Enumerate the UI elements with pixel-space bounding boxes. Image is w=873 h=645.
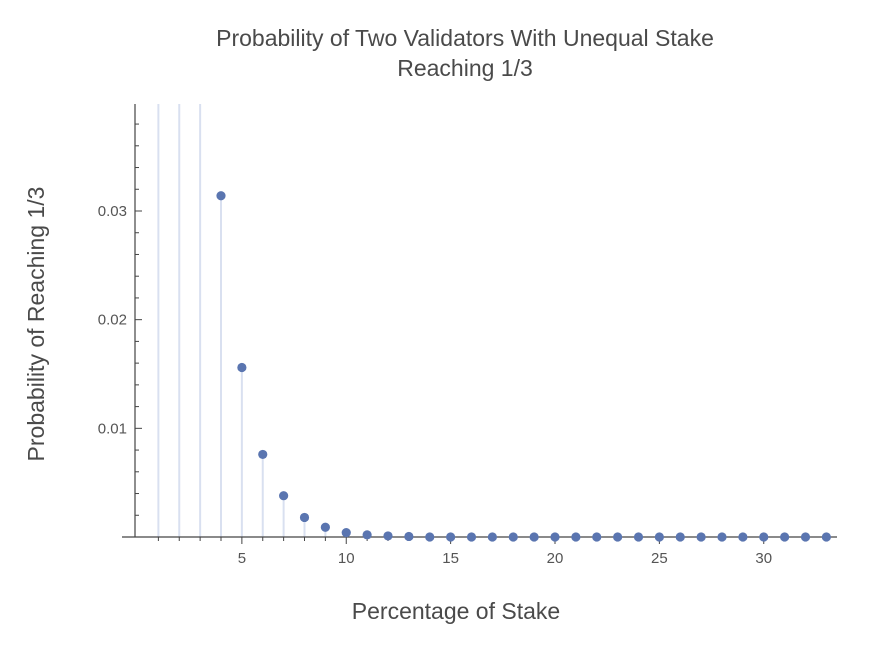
- chart-title-line-1: Probability of Two Validators With Unequ…: [216, 25, 714, 51]
- data-point: [279, 491, 289, 501]
- data-point: [696, 532, 706, 542]
- x-tick-label: 5: [238, 550, 246, 567]
- data-point: [487, 532, 497, 542]
- data-point: [592, 532, 602, 542]
- stem-lines: [157, 104, 389, 537]
- data-point: [571, 532, 581, 542]
- data-point: [216, 191, 226, 201]
- data-point: [780, 532, 790, 542]
- y-tick-label: 0.01: [98, 420, 127, 437]
- data-point: [550, 532, 560, 542]
- y-tick-label: 0.02: [98, 312, 127, 329]
- x-tick-label: 30: [755, 550, 772, 567]
- data-point: [446, 532, 456, 542]
- data-point: [341, 528, 351, 538]
- x-tick-label: 20: [547, 550, 564, 567]
- x-axis-label: Percentage of Stake: [352, 598, 560, 624]
- data-point: [633, 532, 644, 542]
- data-point: [404, 531, 414, 542]
- data-point: [425, 532, 435, 542]
- chart-title-line-2: Reaching 1/3: [397, 55, 533, 81]
- data-point: [654, 532, 664, 542]
- y-axis-label: Probability of Reaching 1/3: [23, 187, 49, 462]
- data-point: [258, 449, 268, 460]
- x-tick-label: 10: [338, 550, 355, 567]
- data-point: [466, 532, 477, 542]
- data-point: [613, 532, 623, 542]
- data-point: [362, 530, 372, 540]
- data-point: [320, 522, 330, 532]
- data-point: [383, 531, 393, 541]
- data-point: [821, 532, 831, 542]
- data-point: [299, 512, 310, 523]
- data-point: [717, 532, 727, 542]
- data-point: [675, 532, 685, 542]
- data-point: [237, 362, 247, 373]
- data-point: [529, 532, 539, 542]
- x-tick-label: 25: [651, 550, 668, 567]
- data-point: [800, 532, 811, 542]
- data-point: [738, 532, 748, 542]
- data-points: [216, 191, 831, 542]
- data-point: [508, 532, 518, 542]
- axes: [122, 104, 837, 538]
- data-point: [759, 532, 769, 542]
- x-tick-label: 15: [442, 550, 459, 567]
- y-tick-label: 0.03: [98, 203, 127, 220]
- ticks: 5 10 15 20 25 30 0.01 0.02 0.03: [98, 123, 827, 567]
